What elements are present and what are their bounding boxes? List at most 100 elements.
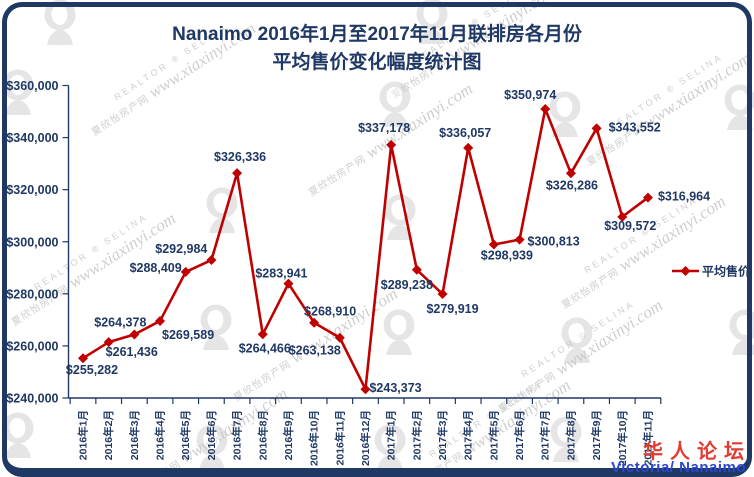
x-tick-label: 2016年6月 xyxy=(205,410,218,460)
data-point-marker xyxy=(129,329,140,340)
data-point-label: $343,552 xyxy=(609,120,661,134)
data-point-marker xyxy=(386,139,397,150)
x-tick-label: 2016年10月 xyxy=(308,410,321,466)
data-point-label: $300,813 xyxy=(528,235,580,249)
data-point-label: $283,941 xyxy=(255,267,307,281)
data-point-label: $326,286 xyxy=(546,178,598,192)
data-point-marker xyxy=(257,329,268,340)
data-point-marker xyxy=(617,211,628,222)
data-point-label: $279,919 xyxy=(426,302,478,316)
watermark-cameo-logo-icon xyxy=(548,91,582,142)
watermark-cameo-logo-icon xyxy=(1,412,35,463)
x-tick-label: 2017年11月 xyxy=(641,410,654,465)
data-point-label: $336,057 xyxy=(439,126,491,140)
data-point-marker xyxy=(180,266,191,277)
watermark-cameo-logo-icon xyxy=(43,0,77,50)
x-tick-label: 2017年10月 xyxy=(616,410,629,466)
data-point-marker xyxy=(334,332,345,343)
forum-brand: 华人论坛 Victoria/ Nanaimo xyxy=(611,442,746,475)
watermark-cameo-logo-icon xyxy=(723,84,754,135)
data-point-marker xyxy=(283,278,294,289)
watermark-cameo-logo-icon xyxy=(1,69,35,120)
x-tick-label: 2016年3月 xyxy=(128,410,141,460)
data-point-marker xyxy=(103,337,114,348)
legend-marker-diamond xyxy=(680,266,691,276)
data-point-marker xyxy=(155,315,166,326)
data-point-label: $264,466 xyxy=(239,341,291,355)
watermark-cameo-logo-icon xyxy=(549,416,583,467)
data-point-marker xyxy=(540,104,551,115)
watermark-cameo-logo-icon xyxy=(199,304,233,355)
data-point-marker xyxy=(206,255,217,266)
data-point-label: $326,336 xyxy=(214,150,266,164)
chart-title-line1: Nanaimo 2016年1月至2017年11月联排房各月份 xyxy=(172,24,582,45)
x-tick-label: 2017年1月 xyxy=(385,410,398,460)
data-point-label: $268,910 xyxy=(304,305,356,319)
x-tick-label: 2017年9月 xyxy=(590,410,603,460)
x-tick-label: 2016年12月 xyxy=(359,410,372,466)
x-tick-label: 2017年3月 xyxy=(436,410,449,460)
watermark-cameo-logo-icon xyxy=(415,0,449,49)
data-point-label: $292,984 xyxy=(155,242,207,256)
data-point-label: $261,436 xyxy=(106,345,158,359)
x-tick-label: 2016年11月 xyxy=(333,410,346,465)
data-point-marker xyxy=(463,142,474,153)
data-point-label: $298,939 xyxy=(481,249,533,263)
x-tick-label: 2016年8月 xyxy=(256,410,269,460)
x-tick-label: 2016年7月 xyxy=(231,410,244,460)
data-point-marker xyxy=(232,168,243,179)
chart-title-line2: 平均售价变化幅度统计图 xyxy=(272,52,482,73)
chart-title: Nanaimo 2016年1月至2017年11月联排房各月份 平均售价变化幅度统… xyxy=(0,21,754,77)
data-point-marker xyxy=(642,192,653,203)
legend-label: 平均售价 xyxy=(702,264,751,279)
data-point-label: $269,589 xyxy=(162,328,214,342)
watermark-cameo-logo-icon xyxy=(382,309,416,360)
data-point-label: $309,572 xyxy=(604,219,656,233)
x-tick-label: 2016年5月 xyxy=(179,410,192,460)
data-point-marker xyxy=(78,353,88,364)
x-tick-label: 2016年4月 xyxy=(154,410,167,460)
legend: 平均售价 xyxy=(672,264,751,279)
data-point-label: $255,282 xyxy=(66,363,118,377)
data-point-label: $350,974 xyxy=(504,88,556,102)
data-point-marker xyxy=(591,123,602,134)
y-tick-label: $320,000 xyxy=(6,183,58,197)
x-tick-label: 2016年2月 xyxy=(102,410,115,460)
data-point-marker xyxy=(437,289,448,300)
x-tick-label: 2017年5月 xyxy=(487,410,500,460)
forum-brand-english: Victoria/ Nanaimo xyxy=(611,459,746,476)
data-point-marker xyxy=(411,264,422,275)
data-point-label: $337,178 xyxy=(358,121,410,135)
x-tick-label: 2017年7月 xyxy=(539,410,552,460)
x-tick-label: 2017年8月 xyxy=(564,410,577,460)
y-tick-label: $360,000 xyxy=(6,79,58,93)
watermark-cameo-logo-icon xyxy=(373,424,407,475)
y-tick-label: $300,000 xyxy=(6,235,58,249)
forum-brand-chinese: 华人论坛 xyxy=(643,441,751,463)
data-point-label: $289,238 xyxy=(381,278,433,292)
data-point-marker xyxy=(565,168,576,179)
watermark-cameo-logo-icon xyxy=(560,317,594,368)
data-point-marker xyxy=(514,234,525,245)
data-point-label: $243,373 xyxy=(369,381,421,395)
y-tick-label: $240,000 xyxy=(6,392,58,406)
data-point-marker xyxy=(309,317,320,328)
data-point-label: $263,138 xyxy=(289,344,341,358)
y-tick-label: $280,000 xyxy=(6,287,58,301)
y-tick-label: $260,000 xyxy=(6,339,58,353)
x-tick-label: 2017年4月 xyxy=(462,410,475,460)
x-tick-label: 2016年9月 xyxy=(282,410,295,460)
y-tick-label: $340,000 xyxy=(6,131,58,145)
data-point-label: $264,378 xyxy=(94,316,146,330)
data-point-marker xyxy=(488,239,499,250)
watermark-cameo-logo-icon xyxy=(378,81,412,132)
x-tick-label: 2016年1月 xyxy=(77,410,90,460)
watermark-cameo-logo-icon xyxy=(195,424,229,475)
data-point-label: $316,964 xyxy=(658,190,710,204)
x-tick-label: 2017年6月 xyxy=(513,410,526,460)
data-point-marker xyxy=(360,384,371,395)
data-point-label: $288,409 xyxy=(130,261,182,275)
